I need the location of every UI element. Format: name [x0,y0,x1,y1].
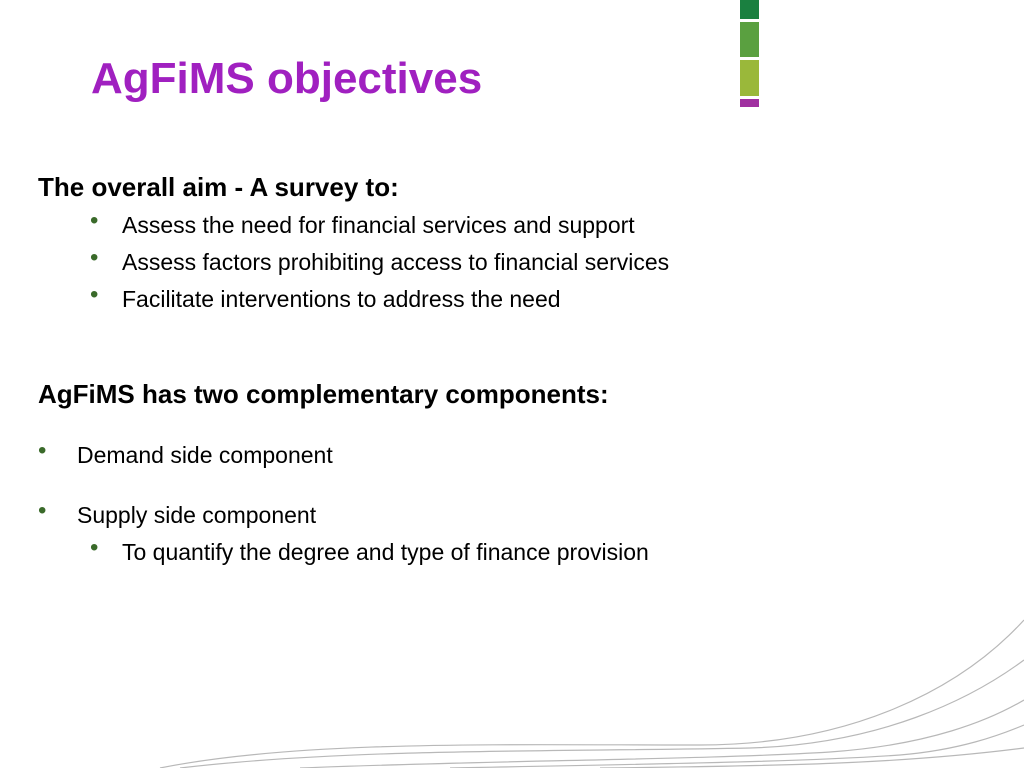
bullet-icon: • [38,497,47,524]
bullet-icon: • [90,244,99,271]
section1-heading: The overall aim - A survey to: [38,172,399,202]
decor-bar-4 [740,99,759,107]
decor-bar-1 [740,0,759,19]
bullet-icon: • [90,534,99,561]
list-item: Assess factors prohibiting access to fin… [122,249,670,275]
section2-heading: AgFiMS has two complementary components: [38,379,609,409]
bullet-icon: • [90,281,99,308]
list-item: To quantify the degree and type of finan… [122,539,649,565]
list-item: Facilitate interventions to address the … [122,286,561,312]
slide-title: AgFiMS objectives [91,54,483,103]
bullet-icon: • [90,207,99,234]
decor-bar-3 [740,60,759,96]
decor-bar-2 [740,22,759,57]
list-item: Supply side component [77,502,317,528]
bullet-icon: • [38,437,47,464]
list-item: Assess the need for financial services a… [122,212,635,238]
list-item: Demand side component [77,442,333,468]
